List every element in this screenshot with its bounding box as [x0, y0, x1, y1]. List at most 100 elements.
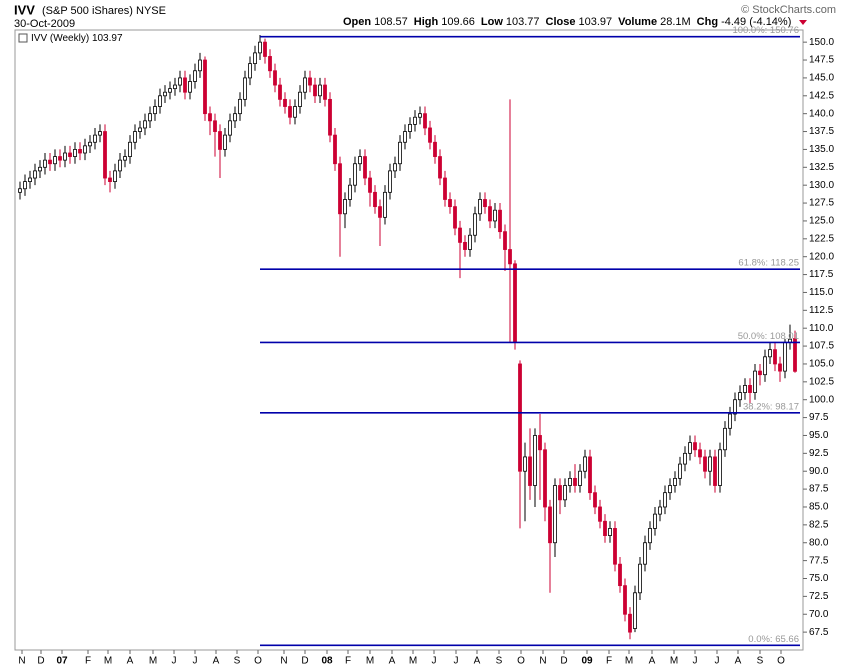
candle-body	[293, 106, 297, 118]
x-tick-label: 09	[581, 656, 593, 667]
x-tick-label: O	[254, 656, 262, 667]
x-tick-label: O	[777, 656, 785, 667]
candle-body	[658, 506, 662, 515]
candle-body	[143, 120, 147, 129]
candle-body	[43, 159, 47, 168]
candle-body	[448, 199, 452, 208]
y-tick-label: 70.0	[809, 609, 829, 620]
quote-label: High	[414, 16, 439, 28]
candle-body	[203, 59, 207, 115]
y-tick-label: 110.0	[809, 323, 834, 334]
candle-body	[353, 163, 357, 186]
candle-body	[58, 156, 62, 161]
y-tick-label: 142.5	[809, 90, 834, 101]
y-tick-label: 100.0	[809, 394, 834, 405]
candle-body	[538, 435, 542, 451]
candle-body	[583, 456, 587, 472]
candle-body	[28, 177, 32, 183]
candle-body	[568, 477, 572, 486]
y-tick-label: 82.5	[809, 519, 829, 530]
x-tick-label: A	[735, 656, 742, 667]
x-tick-label: N	[18, 656, 25, 667]
x-tick-label: S	[757, 656, 764, 667]
y-tick-label: 90.0	[809, 466, 829, 477]
candle-body	[618, 563, 622, 587]
candle-body	[548, 506, 552, 544]
candle-body	[253, 52, 257, 65]
x-tick-label: M	[104, 656, 112, 667]
candle-body	[298, 91, 302, 107]
candle-body	[263, 41, 267, 57]
candle-body	[168, 88, 172, 93]
quote-label: Close	[546, 16, 576, 28]
candle-body	[308, 77, 312, 86]
candle-body	[198, 59, 202, 72]
candle-body	[503, 231, 507, 250]
candle-body	[653, 513, 657, 529]
x-tick-label: A	[649, 656, 656, 667]
x-tick-label: A	[127, 656, 134, 667]
candle-body	[563, 485, 567, 501]
candle-body	[453, 206, 457, 229]
x-tick-label: 07	[56, 656, 68, 667]
quote-value: 103.77	[506, 16, 540, 28]
x-tick-label: O	[517, 656, 525, 667]
quote-label: Chg	[697, 16, 718, 28]
x-tick-label: N	[539, 656, 546, 667]
candle-body	[573, 477, 577, 486]
candle-body	[208, 113, 212, 122]
x-tick-label: M	[149, 656, 157, 667]
y-tick-label: 102.5	[809, 376, 834, 387]
y-tick-label: 122.5	[809, 233, 834, 244]
candle-body	[763, 356, 767, 376]
candle-body	[478, 199, 482, 215]
candle-body	[463, 241, 467, 250]
candle-body	[328, 98, 332, 136]
candle-body	[613, 528, 617, 565]
y-tick-label: 95.0	[809, 430, 829, 441]
y-tick-label: 85.0	[809, 502, 829, 513]
candle-body	[233, 113, 237, 122]
candle-body	[128, 141, 132, 157]
candle-body	[553, 485, 557, 544]
candle-body	[608, 528, 612, 536]
quote-text: Open 108.57 High 109.66 Low 103.77 Close 103.97…	[343, 16, 791, 28]
candle-body	[378, 206, 382, 218]
candle-body	[703, 456, 707, 472]
candle-body	[778, 363, 782, 372]
candle-body	[123, 156, 127, 161]
candle-body	[303, 77, 307, 93]
candle-body	[473, 213, 477, 236]
candle-body	[288, 106, 292, 118]
candle-body	[543, 449, 547, 508]
candle-body	[738, 392, 742, 401]
y-tick-label: 147.5	[809, 55, 834, 66]
candle-body	[603, 520, 607, 536]
candle-body	[623, 585, 627, 615]
x-tick-label: F	[85, 656, 91, 667]
candle-body	[713, 456, 717, 486]
y-tick-label: 77.5	[809, 555, 829, 566]
y-tick-label: 127.5	[809, 198, 834, 209]
y-tick-label: 135.0	[809, 144, 834, 155]
y-tick-label: 92.5	[809, 448, 829, 459]
quote-value: 103.97	[579, 16, 613, 28]
candle-body	[673, 477, 677, 486]
y-tick-label: 117.5	[809, 269, 834, 280]
candle-body	[433, 141, 437, 157]
candle-body	[193, 70, 197, 82]
candle-body	[588, 456, 592, 494]
candle-body	[753, 370, 757, 393]
y-tick-label: 97.5	[809, 412, 829, 423]
candle-body	[73, 149, 77, 157]
candle-body	[508, 249, 512, 265]
y-tick-label: 112.5	[809, 305, 834, 316]
candle-body	[343, 199, 347, 215]
candle-body	[93, 134, 97, 143]
quote-value: 109.66	[441, 16, 475, 28]
candle-body	[348, 184, 352, 200]
x-tick-label: D	[560, 656, 567, 667]
candle-body	[33, 170, 37, 179]
candle-body	[243, 77, 247, 100]
